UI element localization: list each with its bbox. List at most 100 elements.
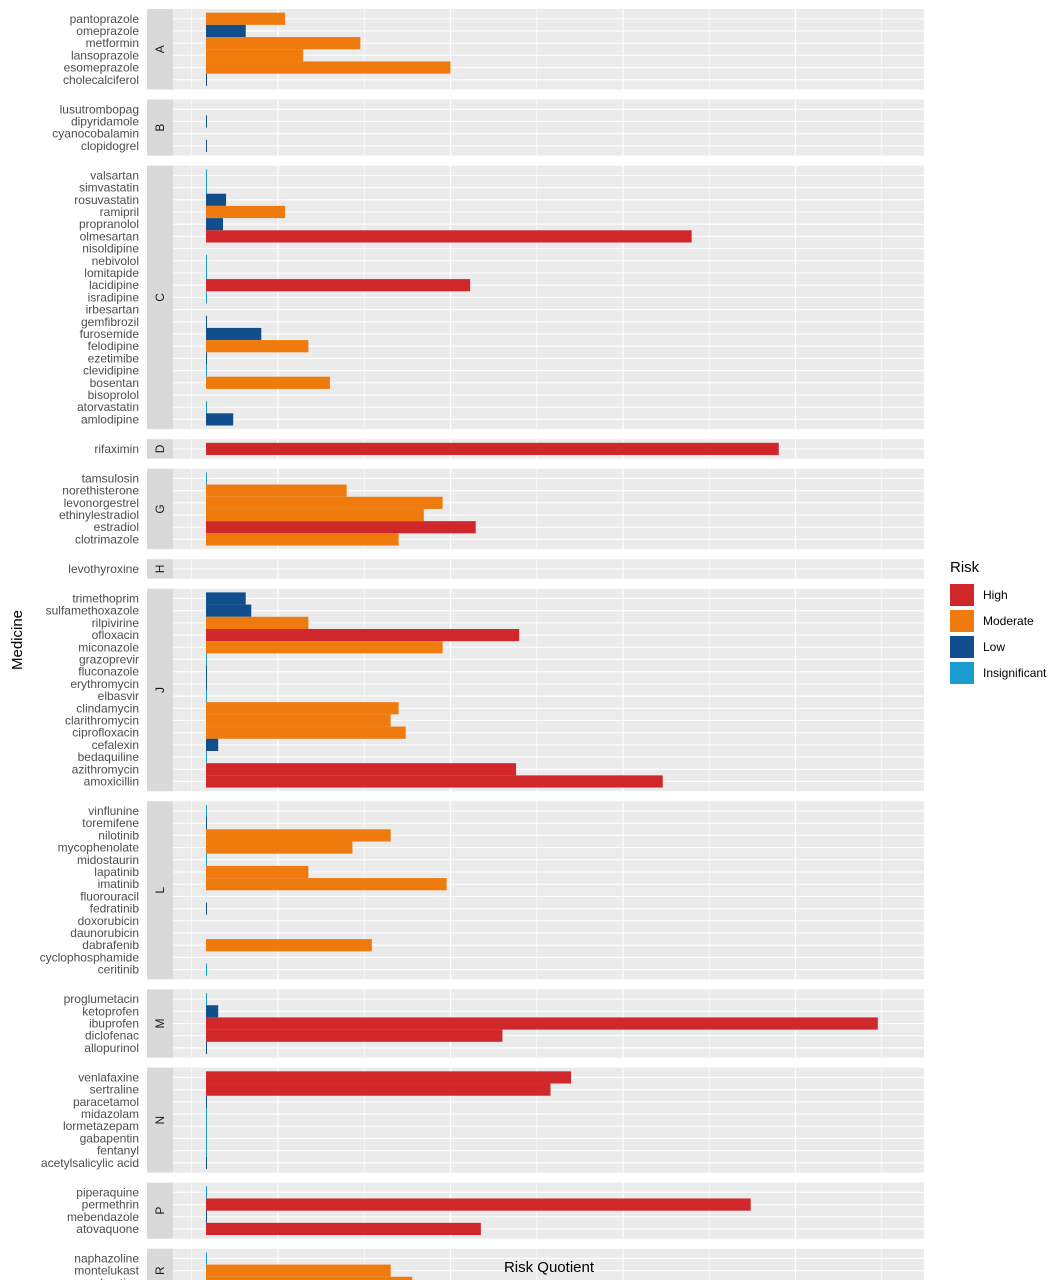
bar-omeprazole <box>206 24 246 38</box>
bar-felodipine <box>206 340 309 353</box>
bar-erythromycin <box>206 677 207 690</box>
medicine-label: levothyroxine <box>68 562 139 576</box>
medicine-label: ramipril <box>100 205 139 219</box>
strip-label-C: C <box>153 293 167 302</box>
medicine-label: esomeprazole <box>64 61 140 75</box>
medicine-label: lormetazepam <box>63 1119 139 1133</box>
medicine-label: sulfamethoxazole <box>46 604 140 618</box>
medicine-label: cyclophosphamide <box>40 950 140 964</box>
bar-lapatinib <box>206 865 309 879</box>
medicine-label: lomitapide <box>84 266 139 280</box>
strip-P <box>147 1182 173 1239</box>
medicine-label: simvastatin <box>79 181 139 195</box>
bar-isradipine <box>206 291 207 304</box>
legend-label-high: High <box>983 588 1008 602</box>
bar-toremifene <box>206 817 207 830</box>
medicine-label: ezetimibe <box>88 351 140 365</box>
bar-bosentan <box>206 376 330 389</box>
strip-L <box>147 801 173 980</box>
bar-vinflunine <box>206 804 207 818</box>
medicine-label: allopurinol <box>84 1041 139 1055</box>
strip-B <box>147 99 173 156</box>
medicine-label: irbesartan <box>86 303 139 317</box>
medicine-label: propranolol <box>79 217 139 231</box>
medicine-label: levonorgestrel <box>64 496 139 510</box>
medicine-label: clindamycin <box>76 701 139 715</box>
bar-clarithromycin <box>206 714 391 727</box>
bar-gemfibrozil <box>206 315 207 328</box>
bar-dipyridamole <box>206 115 207 128</box>
bar-piperaquine <box>206 1186 207 1199</box>
medicine-label: cyanocobalamin <box>52 127 139 141</box>
medicine-label: rifaximin <box>94 442 139 456</box>
bar-grazoprevir <box>206 653 207 666</box>
medicine-label: dabrafenib <box>82 938 139 952</box>
strip-H <box>147 559 173 579</box>
bars <box>206 12 878 1280</box>
medicine-label: ethinylestradiol <box>59 508 139 522</box>
bar-gabapentin <box>206 1132 207 1145</box>
bar-cholecalciferol <box>206 73 207 86</box>
medicine-label: fentanyl <box>97 1144 139 1158</box>
medicine-label: paracetamol <box>73 1095 139 1109</box>
bar-propranolol <box>206 218 224 231</box>
medicine-label: trimethoprim <box>72 591 139 605</box>
strip-M <box>147 989 173 1058</box>
medicine-label: ofloxacin <box>92 628 139 642</box>
bar-rifaximin <box>206 442 779 456</box>
medicine-label: sertraline <box>90 1083 140 1097</box>
bar-esomeprazole <box>206 61 451 74</box>
medicine-label: midostaurin <box>77 853 139 867</box>
strip-J <box>147 588 173 792</box>
bar-ezetimibe <box>206 352 207 365</box>
medicine-label: pantoprazole <box>70 12 140 26</box>
medicine-label: lapatinib <box>94 865 139 879</box>
medicine-label: imatinib <box>98 877 140 891</box>
bar-clopidogrel <box>206 139 207 152</box>
medicine-label: naphazoline <box>74 1251 139 1265</box>
bar-ethinylestradiol <box>206 508 424 522</box>
bar-rosuvastatin <box>206 193 227 206</box>
medicine-label: bedaquiline <box>78 750 140 764</box>
medicine-label: atorvastatin <box>77 400 139 414</box>
medicine-label: nisoldipine <box>82 242 139 256</box>
medicine-label: gabapentin <box>80 1131 139 1145</box>
medicine-label: ibuprofen <box>89 1017 139 1031</box>
bar-acetylsalicylic-acid <box>206 1156 207 1169</box>
bar-amlodipine <box>206 413 234 426</box>
medicine-label: bosentan <box>90 376 139 390</box>
medicine-label: amlodipine <box>81 412 139 426</box>
medicine-label: azithromycin <box>72 762 139 776</box>
bar-miconazole <box>206 641 443 654</box>
medicine-label: rilpivirine <box>92 616 140 630</box>
x-axis-title: Risk Quotient <box>504 1259 595 1276</box>
y-axis-title: Medicine <box>9 610 26 670</box>
bar-mycophenolate <box>206 841 353 854</box>
medicine-label: vinflunine <box>88 804 139 818</box>
bar-lansoprazole <box>206 49 304 62</box>
bar-ceritinib <box>206 963 207 976</box>
strip-label-G: G <box>153 504 167 513</box>
medicine-label: erythromycin <box>70 677 139 691</box>
bar-naphazoline <box>206 1252 207 1265</box>
medicine-label: dipyridamole <box>71 114 139 128</box>
strip-G <box>147 468 173 550</box>
medicine-label: permethrin <box>82 1198 139 1212</box>
medicine-label: felodipine <box>88 339 140 353</box>
bar-venlafaxine <box>206 1071 572 1084</box>
bar-fedratinib <box>206 902 207 915</box>
strip-A <box>147 9 173 90</box>
bar-midazolam <box>206 1107 207 1121</box>
panel-B <box>173 99 924 156</box>
bar-fluconazole <box>206 665 207 678</box>
bar-montelukast <box>206 1264 391 1277</box>
facet-panels: ABCDGHJLMNPRS <box>147 9 924 1280</box>
strip-label-J: J <box>153 687 167 693</box>
bar-clindamycin <box>206 702 399 715</box>
medicine-label: estradiol <box>94 520 139 534</box>
bar-pantoprazole <box>206 12 286 25</box>
medicine-label: fedratinib <box>90 902 140 916</box>
medicine-label: cefalexin <box>92 738 139 752</box>
medicine-label: nebivolol <box>92 254 139 268</box>
bar-ketoprofen <box>206 1005 219 1018</box>
